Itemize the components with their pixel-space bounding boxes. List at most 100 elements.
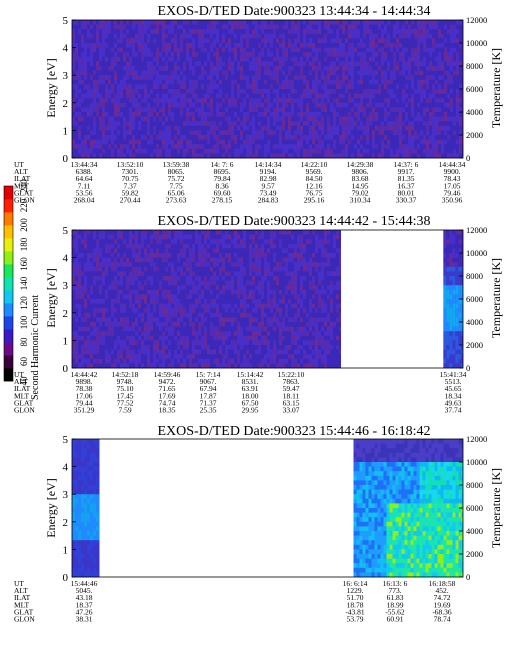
spectrogram-cell [309, 20, 312, 25]
spectrogram-cell [147, 47, 150, 53]
spectrogram-cell [132, 47, 135, 53]
spectrogram-cell [342, 121, 345, 127]
spectrogram-cell [408, 125, 411, 131]
spectrogram-cell [162, 289, 165, 295]
spectrogram-cell [90, 89, 93, 94]
spectrogram-cell [270, 84, 273, 90]
spectrogram-cell [81, 43, 84, 48]
spectrogram-cell [351, 33, 354, 39]
spectrogram-cell [279, 144, 282, 150]
spectrogram-cell [444, 20, 447, 25]
spectrogram-cell [153, 47, 156, 53]
spectrogram-cell [84, 308, 87, 314]
spectrogram-cell [171, 79, 174, 85]
spectrogram-cell [306, 24, 309, 30]
spectrogram-cell [165, 144, 168, 150]
spectrogram-cell [291, 43, 294, 48]
spectrogram-cell [426, 66, 429, 71]
spectrogram-cell [207, 24, 210, 30]
spectrogram-cell [420, 130, 423, 136]
spectrogram-cell [339, 153, 342, 159]
spectrogram-cell [399, 33, 402, 39]
spectrogram-cell [159, 93, 162, 99]
spectrogram-cell [129, 153, 132, 159]
spectrogram-cell [243, 153, 246, 159]
spectrogram-cell [99, 243, 102, 249]
spectrogram-cell [96, 358, 99, 364]
spectrogram-cell [135, 56, 138, 62]
spectrogram-cell [105, 121, 108, 127]
colorbar-tick-label: 60 [19, 357, 29, 367]
spectrogram-cell [234, 112, 237, 117]
spectrogram-cell [318, 153, 321, 159]
spectrogram-cell [87, 280, 90, 286]
spectrogram-cell [108, 234, 111, 240]
spectrogram-cell [192, 102, 195, 108]
spectrogram-cell [393, 139, 396, 145]
spectrogram-cell [270, 116, 273, 122]
spectrogram-cell [237, 135, 240, 140]
spectrogram-cell [138, 20, 141, 25]
spectrogram-cell [90, 144, 93, 150]
spectrogram-cell [249, 130, 252, 136]
spectrogram-cell [144, 89, 147, 94]
spectrogram-cell [390, 112, 393, 117]
spectrogram-cell [234, 43, 237, 48]
spectrogram-cell [114, 43, 117, 48]
spectrogram-cell [225, 52, 228, 58]
spectrogram-cell [75, 262, 78, 268]
spectrogram-cell [450, 84, 453, 90]
spectrogram-cell [417, 61, 420, 67]
spectrogram-cell [405, 61, 408, 67]
spectrogram-cell [360, 79, 363, 85]
spectrogram-cell [93, 299, 96, 304]
spectrogram-cell [78, 84, 81, 90]
spectrogram-cell [246, 125, 249, 131]
spectrogram-cell [273, 153, 276, 159]
spectrogram-cell [111, 289, 114, 295]
spectrogram-cell [111, 61, 114, 67]
spectrogram-cell [87, 75, 90, 81]
spectrogram-cell [351, 144, 354, 150]
spectrogram-cell [267, 148, 270, 154]
spectrogram-cell [294, 79, 297, 85]
spectrogram-cell [135, 70, 138, 76]
spectrogram-cell [99, 33, 102, 39]
spectrogram-cell [114, 75, 117, 81]
spectrogram-cell [159, 116, 162, 122]
spectrogram-cell [129, 335, 132, 341]
spectrogram-cell [135, 326, 138, 332]
spectrogram-cell [90, 280, 93, 286]
spectrogram-cell [324, 29, 327, 35]
spectrogram-cell [273, 24, 276, 30]
spectrogram-cell [75, 234, 78, 240]
spectrogram-cell [204, 102, 207, 108]
spectrogram-cell [147, 148, 150, 154]
spectrogram-cell [162, 230, 165, 235]
spectrogram-cell [189, 43, 192, 48]
spectrogram-cell [213, 61, 216, 67]
spectrogram-cell [246, 56, 249, 62]
spectrogram-cell [285, 79, 288, 85]
spectrogram-cell [120, 262, 123, 268]
spectrogram-cell [165, 248, 168, 254]
spectrogram-cell [402, 130, 405, 136]
spectrogram-cell [90, 29, 93, 35]
spectrogram-cell [222, 89, 225, 94]
spectrogram-cell [201, 153, 204, 159]
spectrogram-cell [72, 70, 75, 76]
spectrogram-cell [255, 148, 258, 154]
spectrogram-cell [360, 102, 363, 108]
spectrogram-cell [261, 47, 264, 53]
spectrogram-cell [162, 84, 165, 90]
spectrogram-cell [129, 61, 132, 67]
spectrogram-cell [93, 326, 96, 332]
spectrogram-cell [339, 70, 342, 76]
spectrogram-cell [72, 345, 75, 350]
spectrogram-cell [129, 135, 132, 140]
spectrogram-cell [75, 280, 78, 286]
spectrogram-cell [114, 239, 117, 245]
spectrogram-cell [276, 24, 279, 30]
